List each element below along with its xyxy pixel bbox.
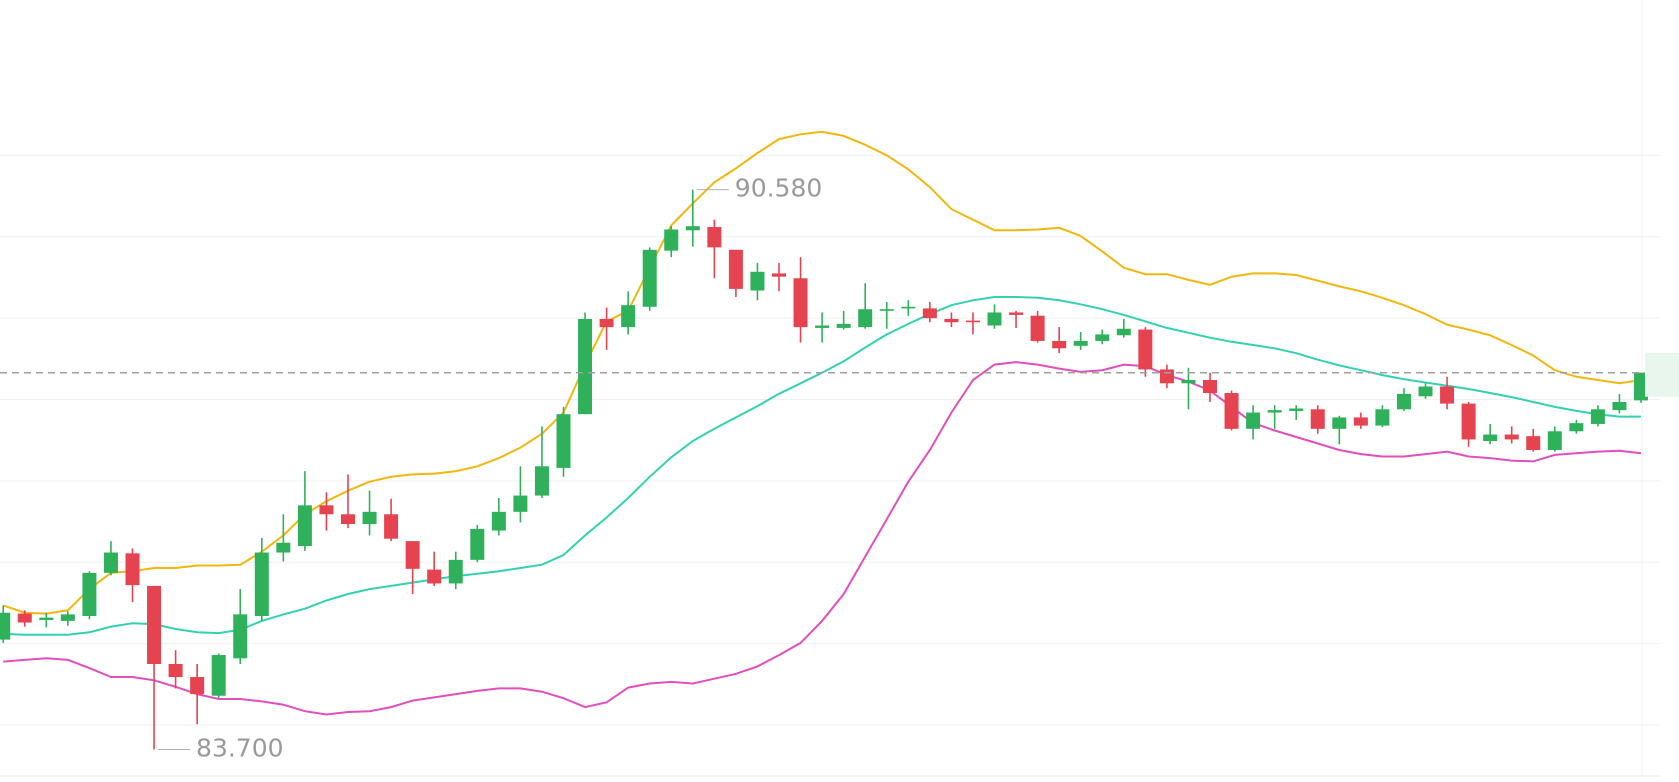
candle-body <box>578 318 593 415</box>
candle-body <box>534 466 549 496</box>
candle-body <box>1310 409 1325 429</box>
candle-body <box>944 318 959 323</box>
candle-body <box>1138 329 1153 370</box>
candle-body <box>1612 401 1627 411</box>
candle-body <box>815 325 830 328</box>
candle-body <box>685 226 700 231</box>
candle-body <box>211 655 226 696</box>
candle-body <box>879 309 894 311</box>
candle-body <box>1052 340 1067 349</box>
candle-body <box>836 323 851 328</box>
candle-body <box>1483 434 1498 442</box>
candle-body <box>1246 412 1261 429</box>
band-line <box>3 296 1641 636</box>
last-price-tag <box>1645 352 1679 397</box>
candle-body <box>276 542 291 553</box>
candle-body <box>168 664 183 678</box>
candle-body <box>858 309 873 328</box>
candle-body <box>1634 372 1648 401</box>
candle-body <box>1547 431 1562 450</box>
candle-body <box>922 308 937 319</box>
candle-body <box>384 514 399 539</box>
candle-body <box>1418 386 1433 397</box>
candle-body <box>1073 340 1088 346</box>
candle-body <box>362 511 377 525</box>
candle-body <box>190 677 205 695</box>
candle-body <box>448 559 463 584</box>
candle-body <box>1396 393 1411 410</box>
candle-body <box>1009 312 1024 315</box>
band-line <box>3 361 1642 716</box>
candle-body <box>664 229 679 251</box>
candle-body <box>60 614 75 621</box>
candle-body <box>1030 315 1045 341</box>
candle-body <box>728 249 743 289</box>
candle-body <box>1526 436 1541 450</box>
annotation-label: 90.580 <box>735 174 822 203</box>
candle-body <box>491 511 506 531</box>
candle-body <box>427 569 442 584</box>
candle-body <box>125 553 140 586</box>
candle-body <box>793 278 808 328</box>
candle-body <box>147 585 162 665</box>
candle-body <box>642 249 657 307</box>
candle-body <box>319 505 334 515</box>
candle-body <box>103 552 118 573</box>
annotation-label: 83.700 <box>196 733 283 762</box>
candle-body <box>987 312 1002 326</box>
candle-body <box>0 612 11 640</box>
candle-body <box>1203 380 1217 394</box>
candle-body <box>1353 417 1368 426</box>
candle-body <box>772 273 786 277</box>
candle-body <box>556 414 571 468</box>
candle-body <box>1181 380 1196 384</box>
candle-body <box>1375 409 1390 426</box>
candle-body <box>1267 410 1282 413</box>
candle-body <box>513 495 528 512</box>
candle-body <box>1095 334 1110 341</box>
candle-body <box>1440 386 1455 404</box>
candle-body <box>17 613 32 623</box>
candle-body <box>1116 328 1131 336</box>
candle-body <box>1289 408 1304 411</box>
candle-body <box>901 306 916 309</box>
candle-body <box>1224 393 1239 429</box>
candle-body <box>1332 417 1347 429</box>
band-line <box>2 130 1642 615</box>
candle-body <box>254 552 269 616</box>
candle-body <box>297 505 312 547</box>
candle-body <box>233 614 248 659</box>
candle-body <box>621 305 636 328</box>
candle-body <box>1159 369 1174 384</box>
candle-body <box>599 318 614 328</box>
candle-body <box>707 227 722 248</box>
candle-body <box>39 617 54 621</box>
candle-body <box>405 541 420 569</box>
candle-body <box>470 528 485 560</box>
candle-body <box>341 514 355 525</box>
candle-body <box>1569 423 1584 432</box>
candle-body <box>965 320 980 323</box>
candle-body <box>750 271 765 291</box>
candle-body <box>1461 403 1476 440</box>
candle-body <box>1590 409 1605 424</box>
candle-body <box>82 572 97 616</box>
candle-body <box>1504 434 1519 440</box>
